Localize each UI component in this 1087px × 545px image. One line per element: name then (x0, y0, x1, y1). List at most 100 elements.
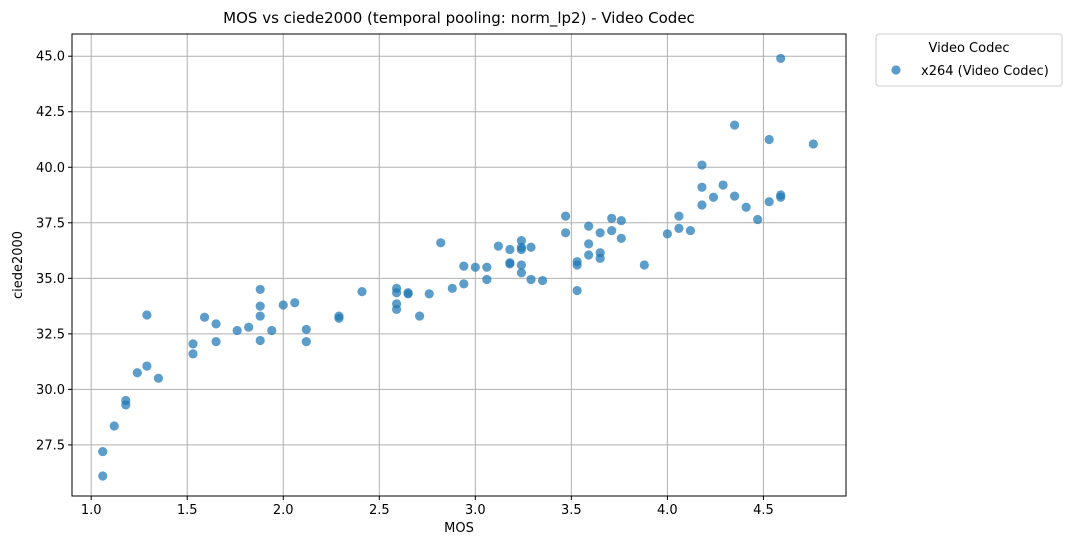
data-point (516, 260, 527, 270)
data-point (776, 192, 786, 202)
x-tick-label: 4.5 (753, 503, 774, 518)
data-point (98, 446, 108, 457)
data-point (616, 215, 626, 226)
data-point (764, 134, 774, 145)
data-point (674, 223, 684, 233)
y-tick-label: 45.0 (36, 50, 65, 65)
data-point (537, 275, 548, 286)
data-point (132, 368, 142, 378)
data-point (584, 250, 594, 260)
chart-title: MOS vs ciede2000 (temporal pooling: norm… (223, 9, 695, 28)
data-point (255, 301, 265, 311)
data-point (98, 471, 108, 481)
data-point (232, 325, 242, 336)
data-point (572, 260, 582, 270)
data-point (607, 225, 617, 236)
data-point (278, 300, 288, 310)
data-point (697, 200, 707, 210)
data-point (607, 213, 617, 223)
data-point (516, 268, 527, 278)
data-point (753, 214, 763, 225)
data-point (334, 313, 344, 323)
plot-area-frame (71, 33, 847, 497)
x-tick-label: 1.5 (177, 503, 198, 518)
data-point (459, 261, 469, 271)
data-point (188, 349, 198, 359)
x-axis-title: MOS (444, 521, 474, 536)
y-axis-title: ciede2000 (11, 231, 26, 299)
data-point (267, 325, 277, 336)
data-point (459, 279, 469, 289)
legend-title: Video Codec (929, 41, 1010, 56)
data-point (584, 221, 594, 231)
data-point (697, 182, 707, 192)
x-tick-label: 3.5 (561, 503, 582, 518)
y-tick-label: 32.5 (36, 327, 65, 342)
data-point (391, 288, 402, 298)
data-point (109, 421, 119, 431)
data-point (776, 53, 786, 64)
data-point (255, 335, 265, 346)
data-point (290, 298, 300, 308)
legend-marker (891, 65, 901, 75)
data-point (741, 202, 751, 212)
data-point (516, 244, 527, 255)
data-point (685, 225, 696, 236)
y-tick-label: 30.0 (36, 383, 65, 398)
data-point (482, 262, 492, 272)
data-point (199, 312, 210, 322)
data-point (211, 319, 221, 329)
data-point (482, 274, 492, 285)
data-point (708, 192, 719, 202)
data-point (572, 285, 582, 296)
data-point (730, 191, 740, 201)
x-tick-label: 4.0 (657, 503, 678, 518)
data-point (595, 228, 605, 238)
data-point (505, 244, 515, 255)
data-point (357, 287, 367, 297)
x-tick-label: 3.0 (465, 503, 486, 518)
data-point (470, 262, 480, 272)
data-point (718, 180, 728, 190)
data-point (447, 283, 457, 293)
data-point (616, 233, 626, 243)
data-point (584, 239, 594, 249)
data-point (697, 160, 707, 170)
data-point (415, 311, 425, 321)
data-point (301, 337, 311, 347)
data-point (764, 197, 774, 207)
data-point (255, 284, 265, 295)
y-tick-label: 27.5 (36, 438, 65, 453)
data-point (639, 260, 649, 270)
data-point (188, 339, 198, 349)
data-point (121, 400, 131, 410)
legend-label: x264 (Video Codec) (921, 64, 1049, 79)
data-point (526, 242, 536, 252)
data-point (493, 241, 503, 251)
legend-box (875, 33, 1063, 87)
data-point (526, 274, 536, 285)
x-tick-label: 2.5 (369, 503, 390, 518)
data-point (142, 361, 152, 371)
data-point (505, 259, 515, 269)
data-point (391, 304, 402, 315)
y-tick-label: 40.0 (36, 161, 65, 176)
data-point (301, 324, 311, 335)
legend: Video Codec x264 (Video Codec) (875, 33, 1063, 87)
data-point (730, 120, 740, 130)
x-tick-label: 2.0 (273, 503, 294, 518)
data-point (436, 238, 446, 248)
y-tick-label: 37.5 (36, 216, 65, 231)
x-tick-label: 1.0 (81, 503, 102, 518)
axis-ticks: 1.0 1.5 2.0 2.5 3.0 3.5 4.0 4.5 27.5 30.0 32.5 35.0… (36, 50, 774, 518)
scatter-points (98, 53, 818, 481)
data-point (153, 373, 164, 383)
data-point (595, 253, 605, 263)
data-point (424, 289, 434, 299)
data-point (808, 139, 818, 149)
y-tick-label: 35.0 (36, 272, 65, 287)
grid (72, 34, 846, 496)
data-point (560, 211, 571, 221)
